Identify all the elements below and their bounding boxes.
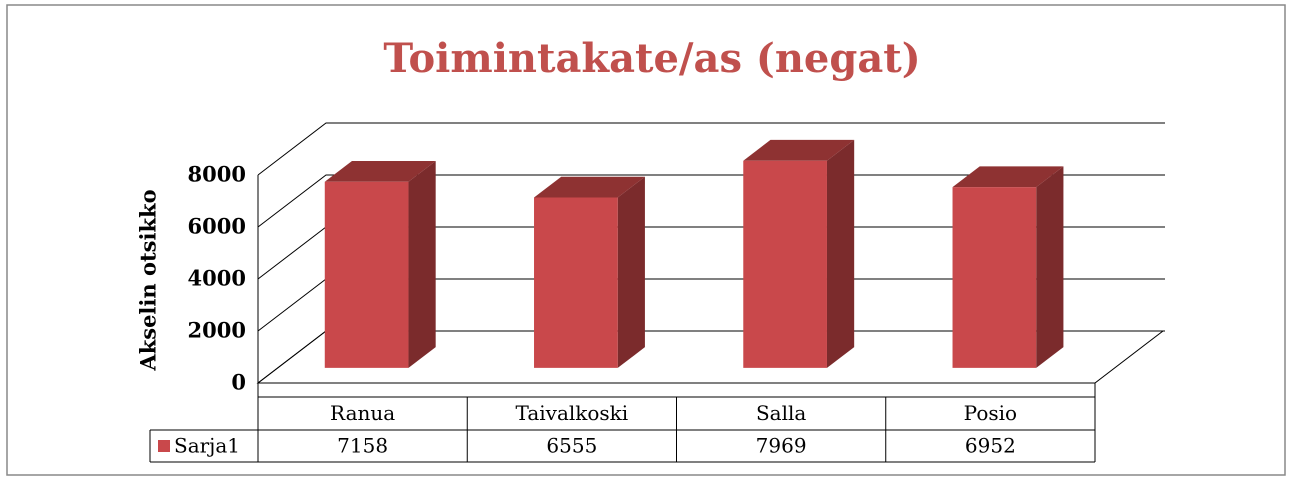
bar-front [952,187,1037,368]
table-value: 6952 [965,434,1016,458]
x-tick-label: Taivalkoski [516,401,629,425]
y-tick-label: 8000 [188,162,246,187]
bar-side [826,139,855,368]
bar-side [408,161,436,368]
table-value: 6555 [546,434,597,458]
y-tick-label: 2000 [188,318,246,343]
chart-title: Toimintakate/as (negat) [383,35,920,82]
bar-top [743,139,855,161]
bar-front [534,197,618,368]
bar-top [324,161,436,182]
bar-top [952,166,1064,188]
bar-side [617,176,645,368]
y-tick-label: 0 [231,370,246,395]
bar [324,161,436,368]
bar [534,176,645,368]
y-axis-title: Akselin otsikko [136,189,161,371]
x-tick-label: Posio [964,401,1017,425]
bar-front [743,160,827,368]
bar-side [1036,166,1064,368]
bar [952,166,1064,368]
bar-top [534,176,645,198]
grid-line [257,174,1165,228]
x-tick-label: Ranua [330,401,395,425]
bar-front [324,181,409,368]
grid-line [257,122,1165,176]
y-tick-label: 4000 [188,266,246,291]
legend-swatch [158,440,170,452]
bar [743,139,855,368]
legend-label: Sarja1 [174,434,240,458]
table-value: 7969 [756,434,807,458]
y-tick-label: 6000 [188,214,246,239]
x-tick-label: Salla [756,401,806,425]
table-value: 7158 [337,434,388,458]
